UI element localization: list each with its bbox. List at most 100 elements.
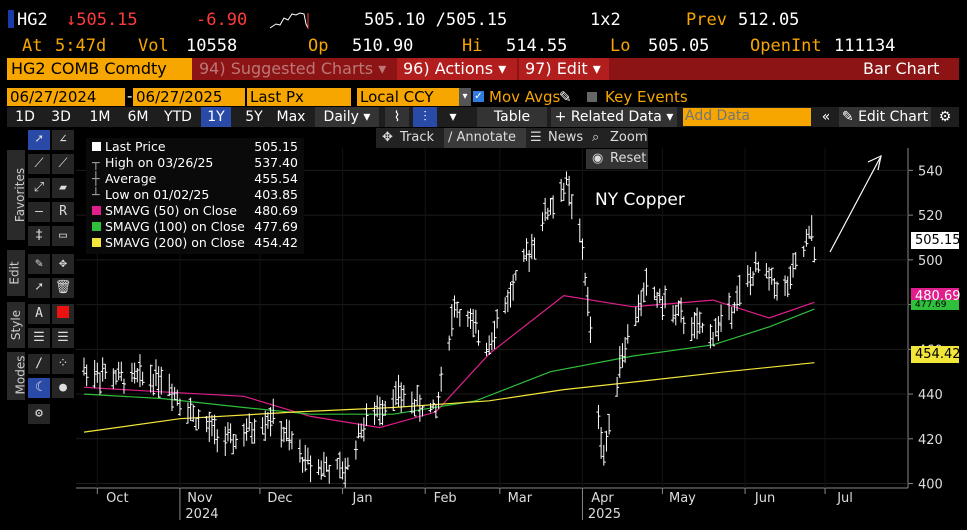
open-value: 510.90 bbox=[352, 36, 414, 56]
period-1m[interactable]: 1M bbox=[89, 109, 111, 125]
tab-modes[interactable]: Modes bbox=[7, 352, 27, 400]
ticker-badge[interactable]: HG2 bbox=[8, 9, 48, 31]
price-bar bbox=[604, 430, 609, 452]
move-tool-icon[interactable]: ✥ bbox=[52, 254, 74, 274]
actions-menu[interactable]: 96) Actions ▾ bbox=[397, 58, 517, 80]
color-swatch-icon[interactable] bbox=[52, 304, 74, 324]
tab-favorites[interactable]: Favorites bbox=[7, 150, 27, 240]
price-bar bbox=[716, 316, 721, 341]
start-date-field[interactable]: 06/27/2024 bbox=[7, 88, 125, 106]
line-style-icon[interactable]: ☰ bbox=[52, 328, 74, 348]
end-date-field[interactable]: 06/27/2025 bbox=[133, 88, 245, 106]
table-button[interactable]: Table bbox=[477, 107, 547, 127]
price-bar bbox=[548, 197, 553, 215]
track-button[interactable]: Track bbox=[400, 130, 435, 145]
tab-style[interactable]: Style bbox=[7, 302, 25, 348]
price-bar bbox=[633, 306, 638, 326]
delete-icon[interactable]: 🗑 bbox=[52, 278, 74, 298]
rectangle-tool-icon[interactable]: ▭ bbox=[52, 226, 74, 246]
legend-label: Low on 01/02/25 bbox=[105, 187, 210, 202]
price-bar bbox=[321, 451, 326, 477]
ray-tool-icon[interactable]: ⟋ bbox=[52, 154, 74, 174]
price-bar bbox=[391, 389, 396, 411]
brush-tool-icon[interactable]: ✎ bbox=[28, 254, 50, 274]
draw-line-tool-icon[interactable]: ∠ bbox=[52, 130, 74, 150]
add-data-input[interactable] bbox=[683, 108, 811, 124]
key-events-checkbox[interactable] bbox=[587, 92, 597, 102]
chart-style-dropdown-icon[interactable]: ▾ bbox=[449, 109, 457, 125]
price-bar bbox=[415, 384, 420, 406]
edit-chart-button[interactable]: ✎ Edit Chart bbox=[839, 107, 931, 127]
text-tool-icon[interactable]: R bbox=[52, 202, 74, 222]
color-mode-icon[interactable]: ● bbox=[52, 378, 74, 398]
currency-select[interactable]: Local CCY bbox=[357, 88, 461, 106]
price-bar bbox=[812, 246, 817, 263]
font-style-icon[interactable]: A bbox=[28, 304, 50, 324]
reset-button[interactable]: ◉ Reset bbox=[586, 149, 648, 169]
settings-gear-icon[interactable]: ⚙ bbox=[938, 109, 952, 125]
security-field[interactable]: HG2 COMB Comdty bbox=[7, 58, 192, 80]
price-bar bbox=[223, 426, 228, 456]
frequency-select[interactable]: Daily ▾ bbox=[315, 107, 379, 127]
trendline-tool-icon[interactable]: ⟋ bbox=[28, 154, 50, 174]
marker-mode-icon[interactable]: ⁘ bbox=[52, 354, 74, 374]
snap-mode-icon[interactable]: ☾ bbox=[28, 378, 50, 398]
price-bar bbox=[284, 419, 289, 442]
select-tool-icon[interactable]: ➚ bbox=[28, 278, 50, 298]
price-bar bbox=[81, 357, 86, 376]
mov-avgs-checkbox[interactable]: ✓ bbox=[473, 91, 484, 102]
sparkline-icon bbox=[269, 12, 309, 29]
legend-value: 477.69 bbox=[254, 219, 298, 234]
fib-tool-icon[interactable]: ‡ bbox=[28, 226, 50, 246]
pencil-icon[interactable]: ✎ bbox=[559, 88, 572, 106]
line-weight-icon[interactable]: ☰ bbox=[28, 328, 50, 348]
track-icon: ✥ bbox=[382, 130, 393, 145]
open-interest-value: 111134 bbox=[834, 36, 896, 56]
period-ytd[interactable]: YTD bbox=[164, 109, 192, 125]
legend-swatch bbox=[92, 238, 101, 247]
price-bar bbox=[335, 457, 340, 470]
period-1y-active[interactable]: 1Y bbox=[201, 107, 231, 127]
price-bar bbox=[599, 427, 604, 459]
add-data-field[interactable] bbox=[683, 108, 811, 126]
zoom-button[interactable]: Zoom bbox=[610, 130, 648, 145]
cursor-tool-icon[interactable]: ➚ bbox=[28, 130, 50, 150]
chart-annotation-text[interactable]: NY Copper bbox=[595, 190, 685, 210]
price-bar bbox=[455, 301, 460, 319]
x-year-label: 2024 bbox=[185, 507, 218, 522]
suggested-charts-menu[interactable]: 94) Suggested Charts ▾ bbox=[199, 59, 387, 78]
reset-label: Reset bbox=[610, 151, 647, 166]
tab-edit[interactable]: Edit bbox=[7, 250, 25, 296]
annotate-button[interactable]: ∕ Annotate bbox=[444, 128, 526, 148]
price-bar bbox=[428, 403, 433, 413]
edit-menu[interactable]: 97) Edit ▾ bbox=[519, 58, 609, 80]
channel-tool-icon[interactable]: ▰ bbox=[52, 178, 74, 198]
segment-tool-icon[interactable]: ⤢ bbox=[28, 178, 50, 198]
chart-legend[interactable]: Last Price 505.15 ┬ High on 03/26/25 537.40… bbox=[86, 138, 304, 254]
collapse-icon[interactable]: « bbox=[821, 109, 831, 125]
period-max[interactable]: Max bbox=[276, 109, 306, 125]
related-data-menu[interactable]: + Related Data ▾ bbox=[551, 107, 677, 127]
line-chart-icon[interactable]: ⌇ bbox=[385, 107, 409, 127]
x-tick-label: Mar bbox=[508, 491, 533, 506]
period-3d[interactable]: 3D bbox=[51, 109, 71, 125]
period-6m[interactable]: 6M bbox=[127, 109, 149, 125]
edit-chart-pencil-icon: ✎ bbox=[841, 109, 859, 125]
period-5y[interactable]: 5Y bbox=[245, 109, 263, 125]
price-bar bbox=[129, 362, 134, 383]
price-bar bbox=[92, 359, 97, 389]
news-button[interactable]: News bbox=[548, 130, 584, 145]
price-bar bbox=[399, 382, 404, 413]
settings-small-gear-icon[interactable]: ⚙ bbox=[28, 404, 50, 424]
chart-type-label[interactable]: Bar Chart bbox=[863, 59, 940, 78]
period-1d[interactable]: 1D bbox=[15, 109, 35, 125]
price-bar bbox=[172, 387, 177, 401]
crosshair-mode-icon[interactable]: ∕ bbox=[28, 354, 50, 374]
price-bar bbox=[689, 317, 694, 341]
horizontal-line-icon[interactable]: — bbox=[28, 202, 50, 222]
bar-chart-icon[interactable]: ⫶ bbox=[413, 107, 437, 127]
price-field-select[interactable]: Last Px bbox=[247, 88, 351, 106]
price-bar bbox=[380, 400, 385, 426]
currency-dropdown-icon[interactable]: ▾ bbox=[459, 88, 471, 106]
